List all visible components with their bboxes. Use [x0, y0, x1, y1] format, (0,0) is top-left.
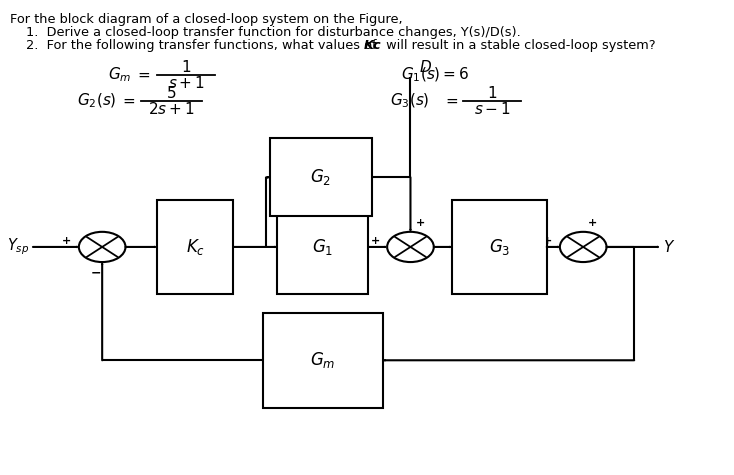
Text: +: + [543, 236, 553, 246]
Text: 1.  Derive a closed-loop transfer function for disturbance changes, Y(s)/D(s).: 1. Derive a closed-loop transfer functio… [26, 26, 520, 39]
Text: $s-1$: $s-1$ [473, 101, 511, 116]
Text: $D$: $D$ [419, 58, 432, 75]
Text: $Y_{sp}$: $Y_{sp}$ [7, 237, 29, 257]
Text: +: + [62, 236, 71, 246]
Text: $=$: $=$ [120, 93, 137, 108]
Text: $G_2(s)$: $G_2(s)$ [77, 91, 117, 110]
Bar [270, 138, 372, 216]
Bar [277, 200, 368, 294]
Text: $Y$: $Y$ [664, 239, 676, 255]
Text: $G_3(s)$: $G_3(s)$ [390, 91, 429, 110]
Text: +: + [588, 218, 597, 228]
Text: 2.  For the following transfer functions, what values of: 2. For the following transfer functions,… [26, 38, 380, 52]
Text: +: + [415, 218, 425, 228]
Text: will result in a stable closed-loop system?: will result in a stable closed-loop syst… [382, 38, 655, 52]
Text: Kc: Kc [364, 38, 382, 52]
Text: $G_1$: $G_1$ [312, 237, 333, 257]
Text: $s+1$: $s+1$ [167, 75, 205, 91]
Text: For the block diagram of a closed-loop system on the Figure,: For the block diagram of a closed-loop s… [10, 13, 402, 26]
Circle shape [387, 232, 434, 262]
Bar [263, 313, 382, 408]
Bar [452, 200, 547, 294]
Text: $=$: $=$ [443, 93, 459, 108]
Text: +: + [371, 236, 380, 246]
Text: $1$: $1$ [487, 85, 497, 101]
Text: $=$: $=$ [135, 67, 151, 82]
Bar [157, 200, 233, 294]
Text: $G_1(s) = 6$: $G_1(s) = 6$ [401, 66, 469, 84]
Text: $G_2$: $G_2$ [310, 167, 331, 187]
Text: $1$: $1$ [181, 59, 191, 76]
Circle shape [79, 232, 126, 262]
Circle shape [560, 232, 606, 262]
Text: −: − [91, 267, 101, 280]
Text: $2s+1$: $2s+1$ [148, 101, 195, 116]
Text: $G_3$: $G_3$ [489, 237, 510, 257]
Text: $G_m$: $G_m$ [108, 65, 131, 84]
Text: $5$: $5$ [166, 85, 177, 101]
Text: $\mathit{G}_m$: $\mathit{G}_m$ [310, 350, 335, 370]
Text: $K_c$: $K_c$ [186, 237, 205, 257]
